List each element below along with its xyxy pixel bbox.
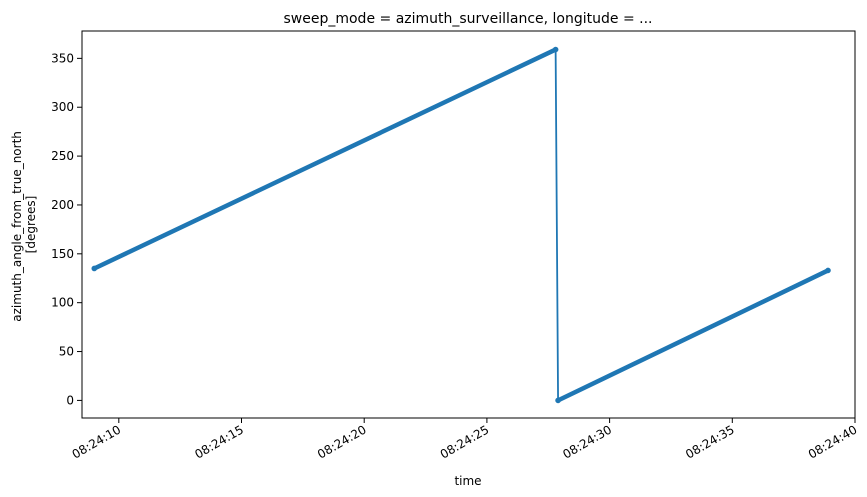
series-segment: [92, 47, 558, 271]
series-point: [91, 265, 98, 272]
series-point: [825, 267, 831, 274]
series-point: [552, 46, 559, 53]
series-point: [555, 397, 561, 404]
y-axis-label-line-2: [degrees]: [24, 196, 38, 254]
y-axis: 0 50 100 150 200 250 300 350: [51, 51, 82, 407]
plot-frame: [81, 30, 856, 419]
y-axis-label: azimuth_angle_from_true_north [degrees]: [10, 127, 38, 321]
y-tick-label: 100: [51, 296, 74, 310]
chart-title: sweep_mode = azimuth_surveillance, longi…: [284, 11, 653, 27]
series-segment: [555, 268, 831, 403]
y-tick-label: 50: [59, 345, 74, 359]
x-axis-label: time: [454, 474, 481, 488]
y-tick-label: 150: [51, 247, 74, 261]
y-tick-label: 250: [51, 149, 74, 163]
y-tick-label: 200: [51, 198, 74, 212]
y-tick-label: 300: [51, 100, 74, 114]
series-layer: [91, 46, 831, 404]
y-tick-label: 350: [51, 51, 74, 65]
y-tick-label: 0: [66, 393, 74, 407]
y-axis-label-line-1: azimuth_angle_from_true_north: [10, 131, 24, 322]
